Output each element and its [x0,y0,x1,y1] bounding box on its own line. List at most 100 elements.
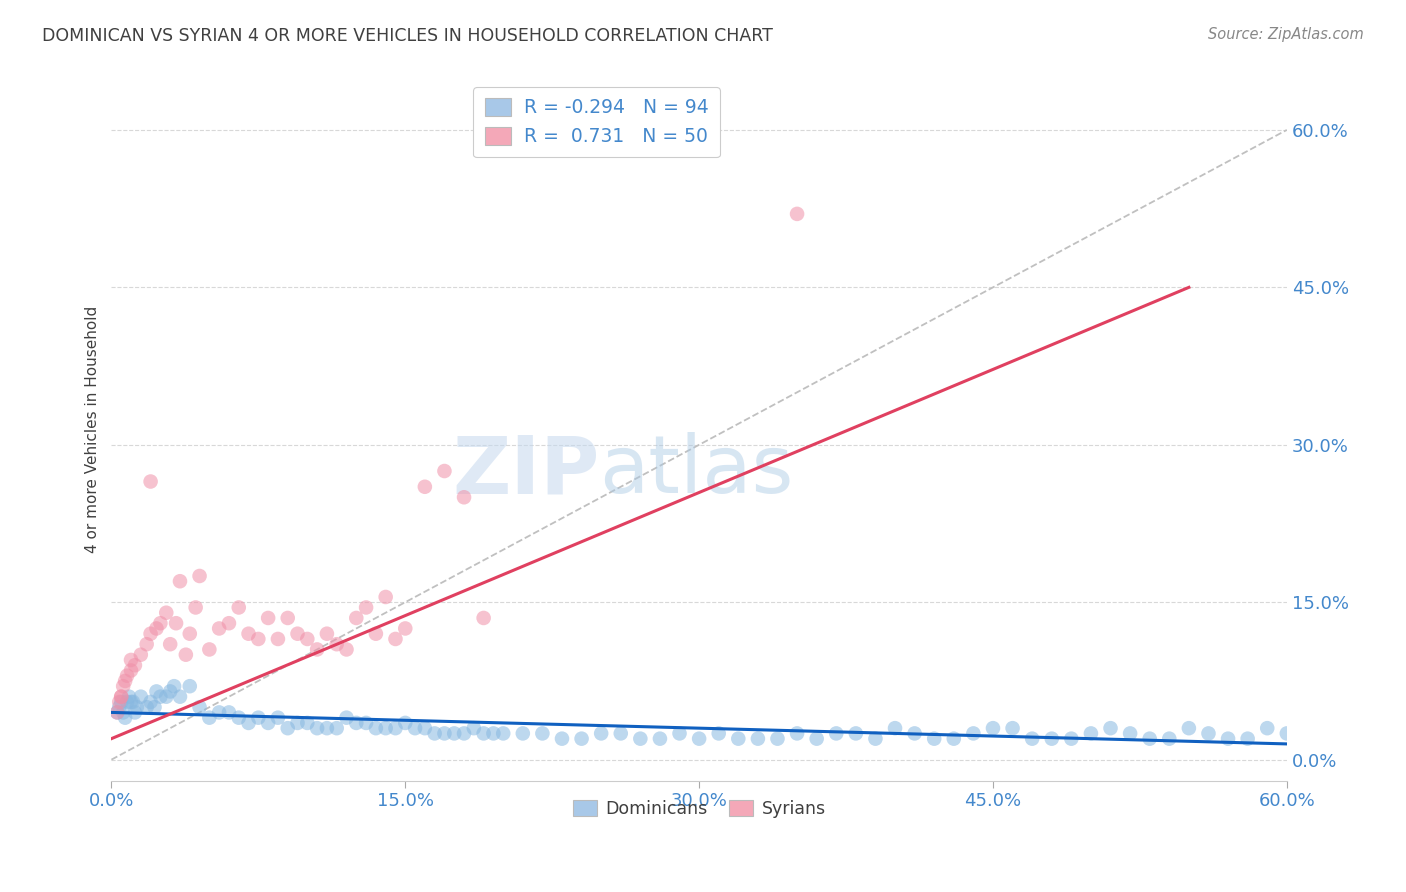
Point [364,721,387,735]
Point [453,490,475,504]
Point [179,626,201,640]
Point [297,632,319,646]
Text: atlas: atlas [599,433,793,510]
Point [423,726,446,740]
Point [374,721,396,735]
Point [307,642,329,657]
Point [904,726,927,740]
Point [668,726,690,740]
Point [472,611,495,625]
Point [155,690,177,704]
Point [169,574,191,589]
Point [1119,726,1142,740]
Text: ZIP: ZIP [451,433,599,510]
Point [707,726,730,740]
Point [806,731,828,746]
Point [325,637,347,651]
Point [114,711,136,725]
Point [344,715,367,730]
Point [443,726,465,740]
Point [198,711,221,725]
Point [122,695,145,709]
Point [316,626,339,640]
Point [374,590,396,604]
Point [114,673,136,688]
Point [335,642,357,657]
Point [766,731,789,746]
Point [188,569,211,583]
Point [145,622,167,636]
Point [786,207,808,221]
Point [354,600,377,615]
Point [1021,731,1043,746]
Point [591,726,613,740]
Point [124,658,146,673]
Point [551,731,574,746]
Point [188,700,211,714]
Point [482,726,505,740]
Point [108,695,131,709]
Point [139,695,162,709]
Point [105,706,128,720]
Point [267,632,290,646]
Point [845,726,868,740]
Point [139,626,162,640]
Point [120,695,142,709]
Point [492,726,515,740]
Point [105,706,128,720]
Point [110,690,132,704]
Point [267,711,290,725]
Point [394,622,416,636]
Point [453,726,475,740]
Point [354,715,377,730]
Point [297,715,319,730]
Point [512,726,534,740]
Point [129,648,152,662]
Point [228,600,250,615]
Point [277,721,299,735]
Point [1236,731,1258,746]
Point [165,616,187,631]
Point [610,726,633,740]
Point [1216,731,1239,746]
Point [307,721,329,735]
Point [344,611,367,625]
Point [228,711,250,725]
Point [825,726,848,740]
Point [1256,721,1278,735]
Point [257,715,280,730]
Point [139,475,162,489]
Point [155,606,177,620]
Point [335,711,357,725]
Point [112,679,135,693]
Point [316,721,339,735]
Point [174,648,197,662]
Point [163,679,186,693]
Point [159,684,181,698]
Point [115,695,138,709]
Point [208,706,231,720]
Text: DOMINICAN VS SYRIAN 4 OR MORE VEHICLES IN HOUSEHOLD CORRELATION CHART: DOMINICAN VS SYRIAN 4 OR MORE VEHICLES I… [42,27,773,45]
Point [531,726,554,740]
Point [1080,726,1102,740]
Point [433,464,456,478]
Point [1275,726,1298,740]
Point [208,622,231,636]
Point [145,684,167,698]
Point [125,700,148,714]
Point [628,731,651,746]
Point [727,731,749,746]
Point [115,669,138,683]
Point [394,715,416,730]
Point [962,726,984,740]
Point [198,642,221,657]
Point [149,690,172,704]
Point [472,726,495,740]
Point [135,637,157,651]
Point [1198,726,1220,740]
Point [1139,731,1161,746]
Point [1159,731,1181,746]
Point [981,721,1004,735]
Point [184,600,207,615]
Point [571,731,593,746]
